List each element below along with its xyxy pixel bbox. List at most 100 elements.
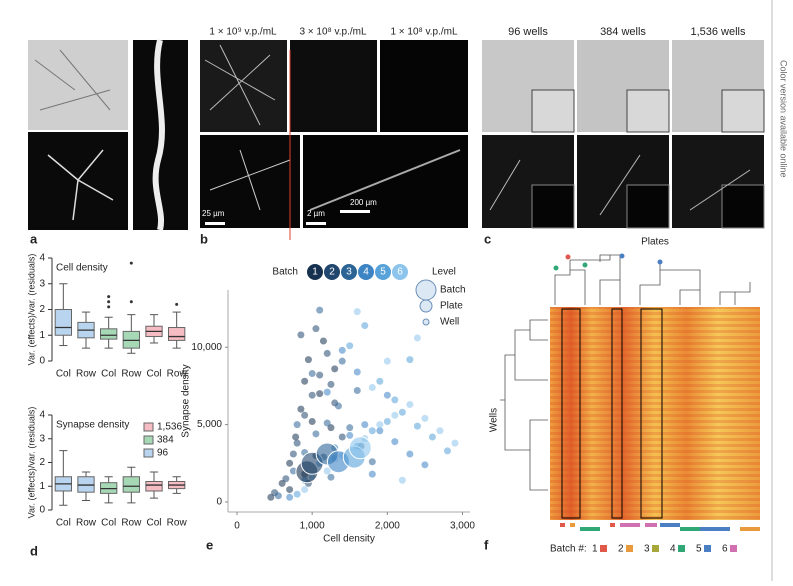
point: [368, 458, 376, 466]
legend-label: 384: [157, 435, 174, 446]
concentration-label: 1 × 10⁸ v.p./mL: [390, 27, 458, 38]
x-tick-label: Row: [76, 369, 97, 380]
point: [353, 308, 361, 316]
point: [327, 473, 335, 481]
point: [301, 377, 309, 385]
point: [286, 493, 294, 501]
x-tick-label: Row: [167, 518, 188, 529]
legend-swatch: [143, 448, 154, 458]
point: [319, 337, 327, 345]
x-axis-label: Cell density: [323, 534, 375, 545]
point: [406, 450, 414, 458]
legend-marker: [392, 264, 408, 280]
point: [376, 427, 384, 435]
point: [376, 377, 384, 385]
heatmap-title: Plates: [641, 237, 669, 248]
heatmap-image: [500, 253, 760, 531]
plate-format-label: 96 wells: [508, 26, 548, 38]
point: [338, 433, 346, 441]
point: [289, 467, 297, 475]
level-label: Well: [440, 317, 459, 328]
point: [413, 334, 421, 342]
y-tick-label: 1: [39, 330, 45, 341]
batch-legend-swatch: [626, 545, 633, 552]
point: [323, 349, 331, 357]
point: [331, 365, 339, 373]
point: [323, 388, 331, 396]
level-legend-title: Level: [432, 267, 456, 278]
panel-label: e: [206, 537, 213, 552]
point: [297, 331, 305, 339]
legend-label: 3: [346, 267, 352, 278]
level-marker: [422, 318, 430, 326]
point: [346, 342, 354, 350]
point: [323, 419, 331, 427]
x-tick-label: Row: [121, 369, 142, 380]
legend-marker: [324, 264, 340, 280]
legend-label: 1,536: [157, 422, 182, 433]
y-tick-label: 0: [39, 356, 45, 367]
x-tick-label: 0: [234, 521, 240, 532]
y-tick-label: 4: [39, 410, 45, 421]
point: [316, 390, 324, 398]
panel-label: c: [484, 231, 491, 246]
box: [100, 328, 118, 340]
batch-legend-label: 6: [722, 544, 728, 555]
point: [391, 411, 399, 419]
concentration-label: 1 × 10⁹ v.p./mL: [209, 27, 277, 38]
batch-legend-swatch: [600, 545, 607, 552]
point: [312, 325, 320, 333]
point: [312, 430, 320, 438]
point: [376, 421, 384, 429]
point: [368, 470, 376, 478]
batch-legend-label: 3: [644, 544, 650, 555]
point: [297, 405, 305, 413]
legend-label: 2: [329, 267, 335, 278]
outlier: [107, 305, 111, 309]
point: [278, 479, 286, 487]
point: [293, 490, 301, 498]
panel-c-images: [482, 40, 765, 229]
concentration-label: 3 × 10⁸ v.p./mL: [299, 27, 367, 38]
point: [346, 431, 354, 439]
point: [383, 357, 391, 365]
chart-title: Cell density: [56, 263, 108, 274]
scale-bar-label: 25 µm: [202, 209, 225, 218]
y-tick-label: 0: [39, 505, 45, 516]
point: [361, 421, 369, 429]
point: [292, 433, 300, 441]
point: [391, 396, 399, 404]
x-tick-label: Col: [146, 518, 161, 529]
point: [316, 371, 324, 379]
y-tick-label: 2: [39, 457, 45, 468]
legend-label: 4: [363, 267, 369, 278]
point: [334, 402, 342, 410]
batch-legend-label: 1: [592, 544, 598, 555]
point: [301, 486, 309, 494]
heatmap-ylabel: Wells: [489, 408, 500, 432]
y-axis-label: Var. (effects)/var. (residuals): [26, 407, 36, 519]
legend-swatch: [143, 435, 154, 445]
x-tick-label: 2,000: [375, 521, 400, 532]
x-tick-label: Col: [56, 518, 71, 529]
legend-marker: [307, 264, 323, 280]
point: [327, 424, 335, 432]
panel-a-images: [28, 39, 188, 231]
point: [383, 391, 391, 399]
y-tick-label: 3: [39, 278, 45, 289]
plate-format-label: 1,536 wells: [690, 26, 746, 38]
x-tick-label: Row: [167, 369, 188, 380]
point: [308, 417, 316, 425]
panel-label: f: [484, 537, 489, 552]
point: [338, 357, 346, 365]
point: [443, 447, 451, 455]
point: [398, 476, 406, 484]
point: [308, 370, 316, 378]
x-tick-label: Row: [76, 518, 97, 529]
point: [286, 459, 294, 467]
batch-legend-swatch: [678, 545, 685, 552]
point: [308, 391, 316, 399]
batch-legend-swatch: [704, 545, 711, 552]
point: [293, 421, 301, 429]
batch-legend-title: Batch #:: [550, 544, 587, 555]
